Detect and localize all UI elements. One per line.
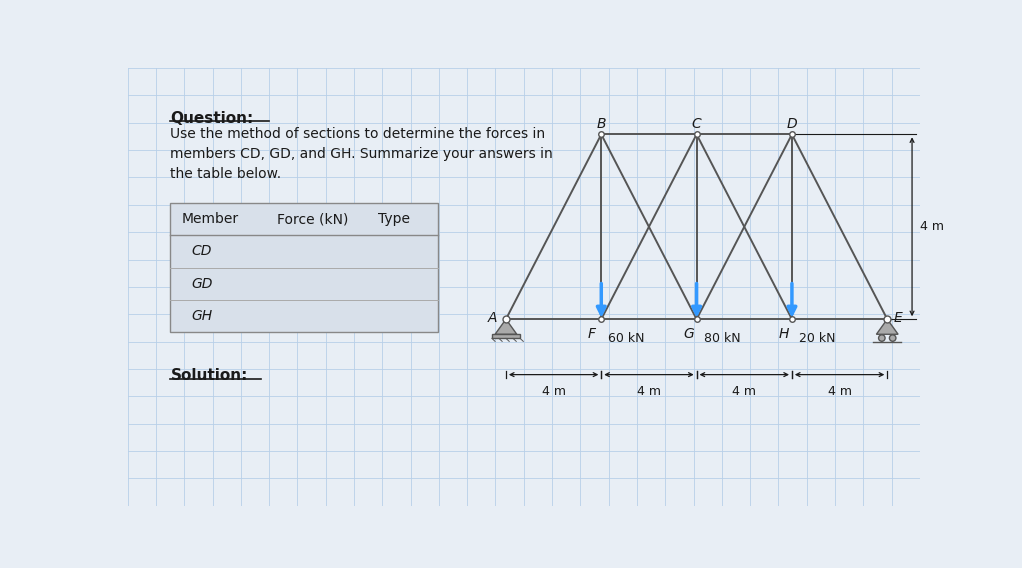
Text: E: E bbox=[893, 311, 902, 325]
Text: GD: GD bbox=[191, 277, 213, 291]
Text: 4 m: 4 m bbox=[637, 385, 661, 398]
Text: 4 m: 4 m bbox=[828, 385, 851, 398]
Text: D: D bbox=[787, 116, 797, 131]
Circle shape bbox=[889, 335, 896, 341]
Text: Type: Type bbox=[378, 212, 410, 226]
Polygon shape bbox=[877, 319, 898, 335]
Text: G: G bbox=[684, 327, 694, 341]
Text: 4 m: 4 m bbox=[542, 385, 565, 398]
Text: 80 kN: 80 kN bbox=[703, 332, 740, 345]
Text: GH: GH bbox=[191, 309, 213, 323]
Text: A: A bbox=[489, 311, 498, 325]
Text: 4 m: 4 m bbox=[920, 220, 943, 233]
Text: Member: Member bbox=[182, 212, 239, 226]
Text: F: F bbox=[588, 327, 596, 341]
Polygon shape bbox=[495, 319, 517, 335]
Text: Use the method of sections to determine the forces in
members CD, GD, and GH. Su: Use the method of sections to determine … bbox=[171, 127, 553, 181]
Circle shape bbox=[879, 335, 885, 341]
Bar bbox=[492, 335, 520, 339]
Text: H: H bbox=[779, 327, 789, 341]
Text: CD: CD bbox=[191, 244, 212, 258]
Text: Force (kN): Force (kN) bbox=[277, 212, 349, 226]
FancyBboxPatch shape bbox=[171, 203, 437, 332]
Text: Question:: Question: bbox=[171, 111, 253, 126]
Text: B: B bbox=[597, 116, 606, 131]
Text: C: C bbox=[692, 116, 701, 131]
Text: 60 kN: 60 kN bbox=[608, 332, 645, 345]
Text: Solution:: Solution: bbox=[171, 369, 247, 383]
Text: 20 kN: 20 kN bbox=[799, 332, 835, 345]
Text: 4 m: 4 m bbox=[732, 385, 756, 398]
